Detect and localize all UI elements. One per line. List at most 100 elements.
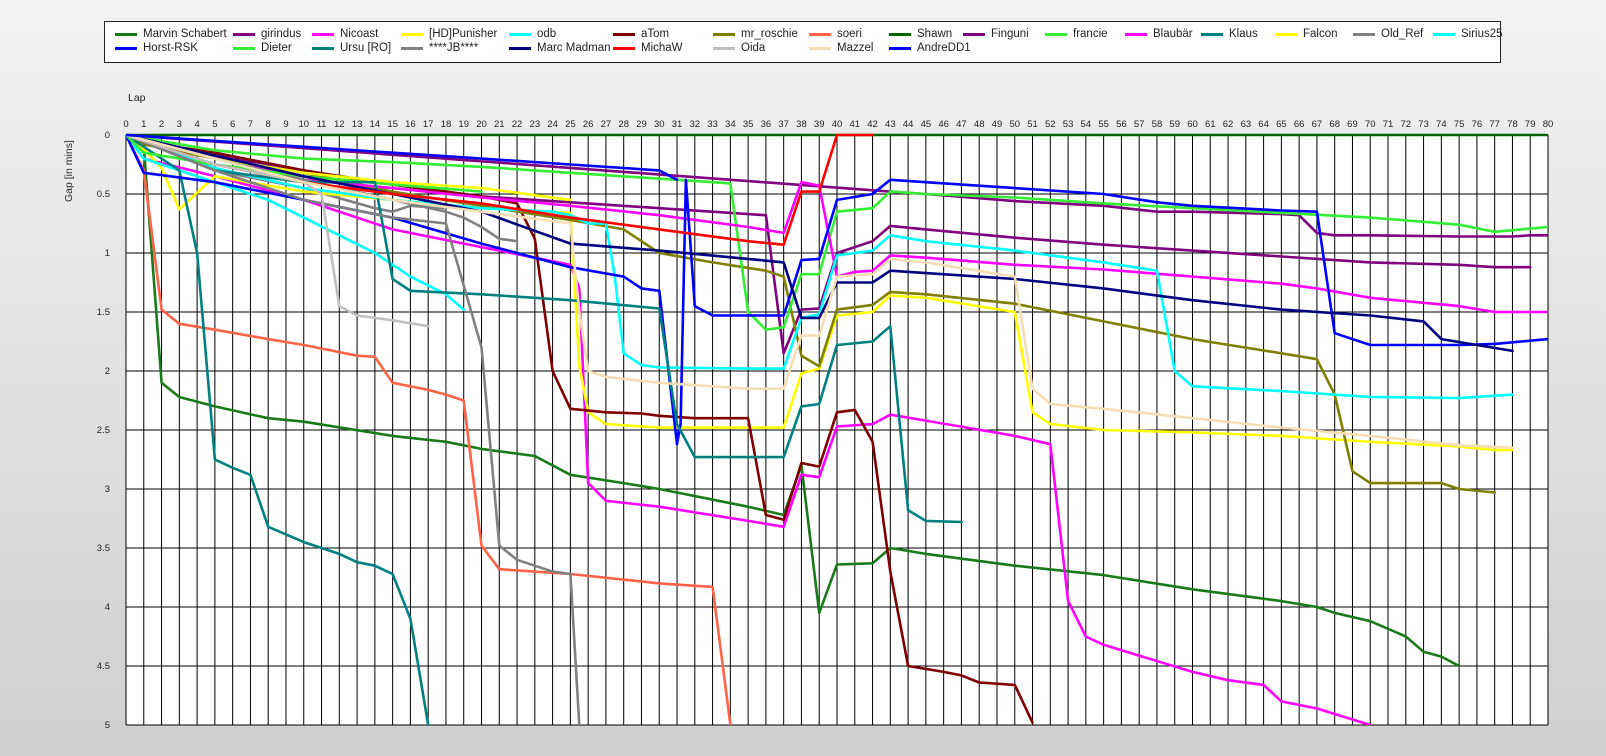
x-tick-label: 65: [1276, 119, 1287, 130]
x-tick-label: 53: [1063, 119, 1074, 130]
x-tick-label: 16: [405, 119, 416, 130]
x-tick-label: 66: [1294, 119, 1305, 130]
x-tick-label: 0: [123, 119, 128, 130]
legend-swatch: [889, 32, 911, 36]
x-tick-label: 41: [849, 119, 860, 130]
legend-swatch: [613, 46, 635, 50]
legend-swatch: [312, 46, 334, 50]
x-axis-title: Lap: [128, 92, 146, 104]
legend-swatch: [963, 32, 985, 36]
y-tick-label: 0: [105, 130, 110, 141]
series-line-11: [126, 133, 1548, 314]
legend-swatch: [509, 46, 531, 50]
series-line-4: [126, 133, 466, 311]
y-tick-label: 2.5: [97, 425, 110, 436]
x-tick-label: 11: [317, 119, 327, 130]
legend-label: AndreDD1: [917, 42, 971, 54]
legend-item: Finguni: [963, 27, 1029, 41]
x-tick-label: 4: [194, 119, 199, 130]
legend-item: Marvin Schabert: [115, 27, 227, 41]
y-tick-label: 3.5: [97, 543, 110, 554]
x-tick-label: 40: [832, 119, 843, 130]
x-tick-label: 60: [1187, 119, 1198, 130]
x-tick-label: 1: [141, 119, 146, 130]
legend-item: Old_Ref: [1353, 27, 1423, 41]
x-tick-label: 64: [1258, 119, 1269, 130]
x-tick-label: 54: [1081, 119, 1092, 130]
x-tick-label: 42: [867, 119, 878, 130]
x-tick-label: 22: [512, 119, 523, 130]
legend-label: Marc Madman: [537, 42, 611, 54]
legend-item: francie: [1045, 27, 1108, 41]
legend: Marvin Schabert girindus Nicoast [HD]Punish…: [104, 21, 1503, 63]
x-tick-label: 57: [1134, 119, 1145, 130]
x-tick-label: 70: [1365, 119, 1376, 130]
legend-label: Blaubär: [1153, 28, 1193, 40]
grid-lines: [125, 134, 1549, 726]
legend-label: Sirius25: [1461, 28, 1503, 40]
x-tick-label: 36: [761, 119, 772, 130]
series-line-2: [126, 133, 1372, 725]
x-tick-label: 23: [530, 119, 541, 130]
x-tick-label: 6: [230, 119, 235, 130]
x-tick-label: 31: [672, 119, 683, 130]
legend-item: MichaW: [613, 41, 683, 55]
x-tick-label: 58: [1152, 119, 1163, 130]
x-tick-label: 25: [565, 119, 576, 130]
legend-item: girindus: [233, 27, 301, 41]
legend-swatch: [233, 46, 255, 50]
y-axis-title: Gap [in mins]: [63, 140, 75, 202]
legend-item: Oida: [713, 41, 765, 55]
legend-label: Falcon: [1303, 28, 1338, 40]
legend-swatch: [713, 32, 735, 36]
x-tick-label: 19: [458, 119, 469, 130]
x-tick-label: 56: [1116, 119, 1127, 130]
x-tick-label: 2: [159, 119, 164, 130]
legend-swatch: [1275, 32, 1297, 36]
x-tick-label: 12: [334, 119, 345, 130]
y-tick-label: 4.5: [97, 661, 110, 672]
legend-label: soeri: [837, 28, 862, 40]
legend-label: MichaW: [641, 42, 683, 54]
x-tick-label: 37: [778, 119, 789, 130]
x-tick-label: 52: [1045, 119, 1056, 130]
legend-item: Klaus: [1201, 27, 1258, 41]
x-tick-label: 3: [177, 119, 182, 130]
axis-layer: 0 1 2 3 4 5 6 7 8 9 10 11 12 13 14 15 16 17 18 19 20 21 22 23 24…: [97, 119, 1554, 731]
x-tick-label: 39: [814, 119, 825, 130]
series-line-20: [126, 133, 1514, 353]
x-tick-label: 45: [921, 119, 932, 130]
x-tick-label: 35: [743, 119, 754, 130]
x-tick-label: 49: [992, 119, 1003, 130]
legend-swatch: [401, 32, 423, 36]
x-tick-label: 7: [248, 119, 253, 130]
x-tick-label: 29: [636, 119, 647, 130]
x-tick-label: 47: [956, 119, 967, 130]
x-tick-label: 79: [1525, 119, 1536, 130]
legend-label: [HD]Punisher: [429, 28, 498, 40]
y-tick-label: 1: [105, 248, 110, 259]
x-tick-label: 13: [352, 119, 363, 130]
x-tick-label: 63: [1241, 119, 1252, 130]
legend-label: Mazzel: [837, 42, 874, 54]
legend-item: Shawn: [889, 27, 952, 41]
series-group: [126, 133, 1548, 725]
x-tick-label: 61: [1205, 119, 1216, 130]
series-line-15: [126, 133, 1514, 400]
legend-label: Dieter: [261, 42, 292, 54]
x-tick-label: 27: [601, 119, 612, 130]
legend-swatch: [1045, 32, 1067, 36]
legend-item: Ursu [RO]: [312, 41, 391, 55]
legend-label: Ursu [RO]: [340, 42, 392, 54]
x-tick-label: 59: [1169, 119, 1180, 130]
legend-item: aTom: [613, 27, 669, 41]
legend-swatch: [233, 32, 255, 36]
legend-item: Marc Madman: [509, 41, 611, 55]
x-tick-label: 21: [494, 119, 505, 130]
series-line-12: [126, 133, 430, 725]
legend-swatch: [809, 46, 831, 50]
x-tick-label: 44: [903, 119, 914, 130]
legend-swatch: [509, 32, 531, 36]
x-tick-label: 71: [1383, 119, 1394, 130]
x-tick-label: 55: [1098, 119, 1109, 130]
